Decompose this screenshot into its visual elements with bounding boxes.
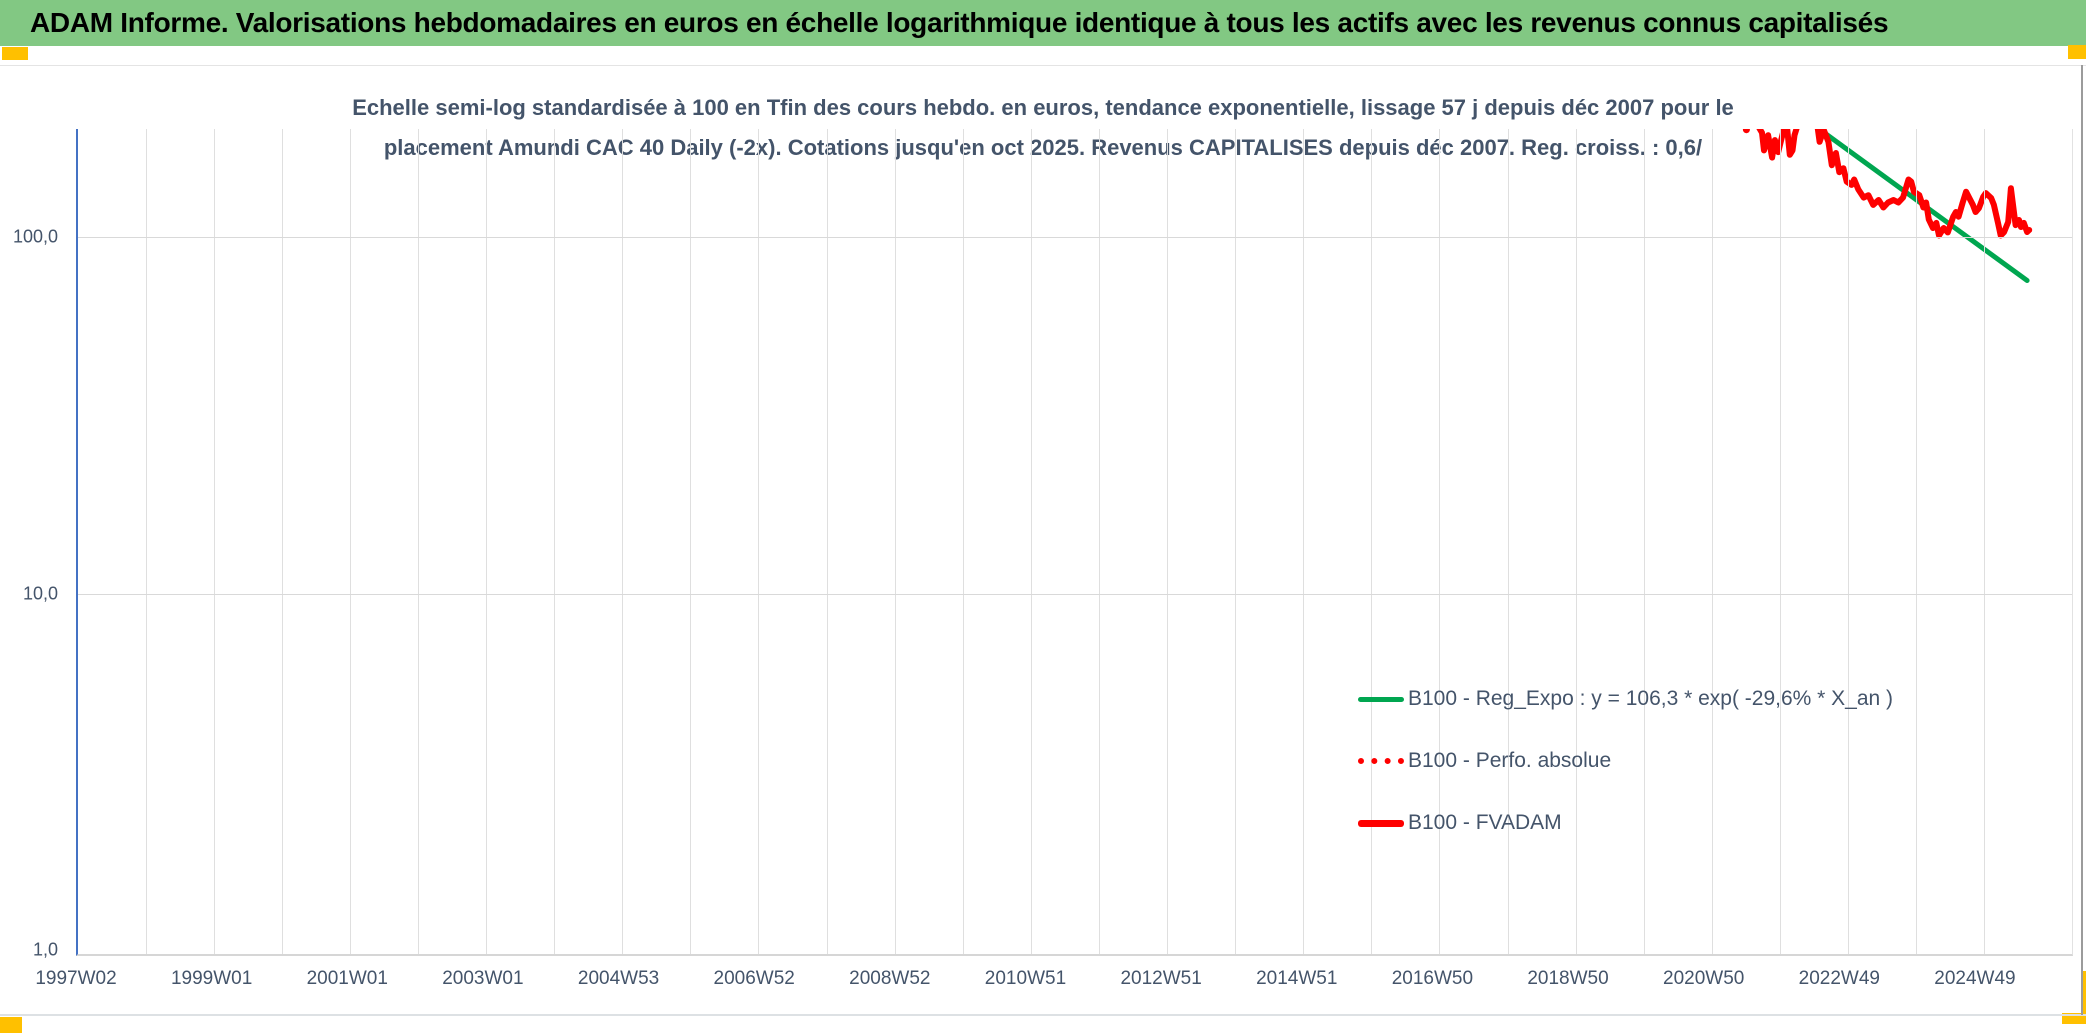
x-tick-label: 2018W50	[1527, 968, 1609, 989]
vertical-gridline	[417, 129, 419, 954]
top-rule	[0, 65, 2086, 66]
x-tick-label: 2024W49	[1934, 968, 2016, 989]
y-tick-label: 10,0	[22, 583, 58, 603]
series-leading-dot	[1742, 129, 1750, 134]
x-tick-label: 2004W53	[577, 968, 660, 989]
legend-swatch-solid	[1358, 819, 1404, 827]
series-svg	[1742, 129, 2033, 283]
vertical-gridline	[1235, 129, 1237, 954]
x-tick-label: 2006W52	[713, 968, 795, 989]
vertical-gridline	[1507, 129, 1509, 954]
vertical-gridline	[690, 129, 692, 954]
legend-swatch-solid	[1358, 696, 1404, 702]
vertical-gridline	[349, 129, 351, 954]
vertical-gridline	[1098, 129, 1100, 954]
x-tick-label: 2022W49	[1798, 968, 1880, 989]
vertical-gridline	[826, 129, 828, 954]
legend-label: B100 - Reg_Expo : y = 106,3 * exp( -29,6…	[1408, 687, 1894, 710]
vertical-gridline	[894, 129, 896, 954]
accent-square-bottom-right	[2062, 1013, 2086, 1024]
y-tick-label: 100,0	[12, 226, 58, 247]
vertical-gridline	[1371, 129, 1373, 954]
vertical-gridline	[1303, 129, 1305, 954]
vertical-gridline	[554, 129, 556, 954]
banner-title: ADAM Informe. Valorisations hebdomadaire…	[30, 7, 1889, 38]
y-tick-label: 1,0	[32, 939, 58, 960]
accent-square-top-right	[2068, 45, 2086, 59]
accent-square-bottom-left	[0, 1017, 22, 1033]
x-tick-label: 1997W02	[35, 968, 117, 989]
bottom-rule	[0, 1014, 2086, 1016]
legend-label: B100 - Perfo. absolue	[1408, 749, 1612, 772]
series-line-reg-expo	[1814, 129, 2030, 283]
vertical-gridline	[1984, 129, 1986, 954]
x-tick-label: 2008W52	[849, 968, 931, 989]
vertical-gridline	[1575, 129, 1577, 954]
x-tick-label: 2016W50	[1391, 968, 1474, 989]
x-tick-label: 2001W01	[306, 968, 388, 989]
chart-title-line1: Echelle semi-log standardisée à 100 en T…	[352, 95, 1734, 120]
x-tick-label: 2010W51	[984, 968, 1067, 989]
vertical-gridline	[1779, 129, 1781, 954]
x-tick-label: 2014W51	[1256, 968, 1338, 989]
series-line-fvadam	[1756, 129, 2033, 239]
vertical-gridline	[962, 129, 964, 954]
vertical-gridline	[1848, 129, 1849, 954]
accent-sliver-bottom-right	[2081, 971, 2086, 1016]
vertical-gridline	[486, 129, 487, 954]
accent-square-top-left	[2, 47, 28, 60]
vertical-gridline	[281, 129, 283, 954]
x-tick-label: 2012W51	[1120, 968, 1202, 989]
legend-swatch-dotted	[1358, 758, 1404, 764]
legend-item: B100 - Perfo. absolue	[1358, 746, 1611, 776]
x-tick-label: 2020W50	[1663, 968, 1745, 989]
vertical-gridline	[145, 129, 147, 954]
vertical-gridline	[1643, 129, 1645, 954]
chart-title-line2: placement Amundi CAC 40 Daily (-2x). Cot…	[383, 135, 1703, 160]
vertical-gridline	[1916, 129, 1918, 954]
plot-area	[76, 129, 2073, 956]
vertical-gridline	[213, 129, 215, 954]
chart-title: Echelle semi-log standardisée à 100 en T…	[93, 88, 1993, 168]
x-tick-label: 2003W01	[442, 968, 524, 989]
vertical-gridline	[1167, 129, 1168, 954]
legend-item: B100 - FVADAM	[1358, 808, 1562, 838]
vertical-gridline	[758, 129, 760, 954]
x-tick-label: 1999W01	[170, 968, 253, 989]
vertical-gridline	[622, 129, 624, 954]
horizontal-gridline	[78, 237, 2072, 238]
horizontal-gridline	[78, 593, 2072, 595]
vertical-gridline	[1439, 129, 1441, 954]
legend-label: B100 - FVADAM	[1408, 811, 1562, 834]
window-right-border	[2081, 65, 2083, 1015]
legend-item: B100 - Reg_Expo : y = 106,3 * exp( -29,6…	[1358, 684, 1893, 714]
banner: ADAM Informe. Valorisations hebdomadaire…	[0, 0, 2086, 46]
vertical-gridline	[1030, 129, 1032, 954]
vertical-gridline	[1711, 129, 1713, 954]
